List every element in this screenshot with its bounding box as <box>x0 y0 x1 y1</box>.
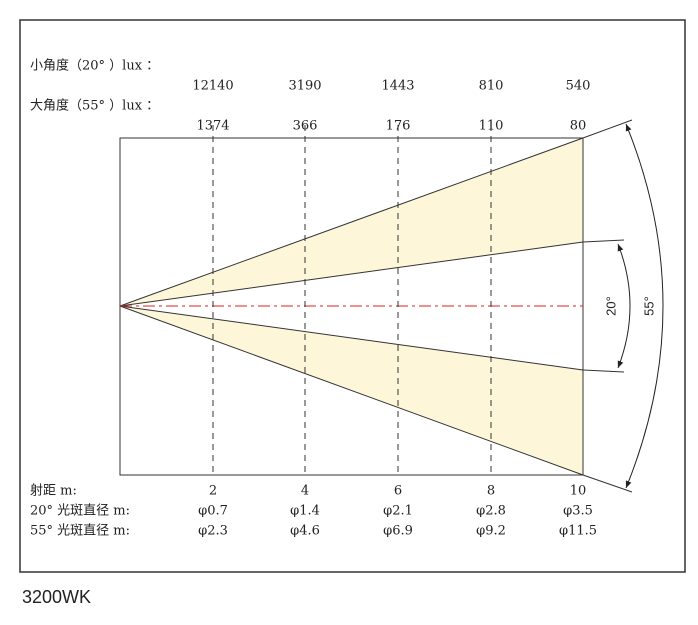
row-value: 80 <box>570 119 587 134</box>
frame <box>19 19 686 573</box>
row-label: 20° 光斑直径 m: <box>30 504 130 519</box>
row-value: 366 <box>293 119 318 134</box>
row-value: 6 <box>394 484 402 499</box>
row-value: 4 <box>301 484 309 499</box>
row-label: 射距 m: <box>30 483 77 499</box>
row-value: φ6.9 <box>383 524 413 539</box>
row-value: φ2.3 <box>198 524 228 539</box>
wide-angle: 55° <box>641 296 656 316</box>
row-value: 12140 <box>192 79 233 94</box>
row-value: φ2.8 <box>476 504 506 519</box>
caption: 3200WK <box>22 587 91 607</box>
row-value: φ2.1 <box>383 504 413 519</box>
row-value: 176 <box>386 119 411 134</box>
row-value: 8 <box>487 484 495 499</box>
beam <box>119 119 664 493</box>
row-value: φ4.6 <box>290 524 320 539</box>
row-value: 1443 <box>381 79 414 94</box>
row-value: 3190 <box>288 79 321 94</box>
row-value: φ3.5 <box>563 504 593 519</box>
row-value: φ11.5 <box>559 524 597 539</box>
row-value: 10 <box>570 484 587 499</box>
row-value: 2 <box>209 484 217 499</box>
row-label: 大角度（55° ）lux ： <box>30 98 159 114</box>
row-value: φ0.7 <box>198 504 228 519</box>
row-label: 小角度（20° ）lux ： <box>30 58 159 74</box>
row-value: φ1.4 <box>290 504 320 519</box>
row-value: 540 <box>566 79 591 94</box>
row-value: 810 <box>479 79 504 94</box>
row-label: 55° 光斑直径 m: <box>30 524 130 539</box>
narrow-angle: 20° <box>603 296 618 316</box>
row-value: φ9.2 <box>476 524 506 539</box>
row-value: 110 <box>479 119 504 134</box>
row-value: 1374 <box>196 119 229 134</box>
